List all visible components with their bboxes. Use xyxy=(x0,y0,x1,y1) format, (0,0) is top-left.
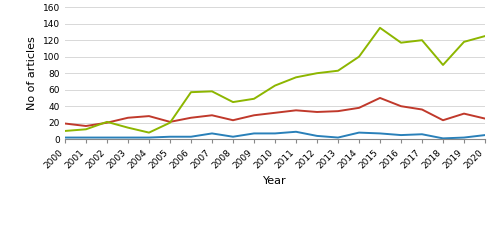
Line: Other languages: Other languages xyxy=(65,132,485,138)
Other languages xyxy=(104,136,110,139)
Line: Swedish: Swedish xyxy=(65,98,485,126)
Swedish xyxy=(167,120,173,123)
English xyxy=(146,131,152,134)
Other languages xyxy=(188,135,194,138)
English xyxy=(62,130,68,132)
Other languages xyxy=(377,132,383,135)
X-axis label: Year: Year xyxy=(263,176,287,186)
English xyxy=(314,72,320,75)
Swedish xyxy=(230,119,236,122)
Swedish xyxy=(83,125,89,127)
Swedish xyxy=(398,105,404,108)
English xyxy=(461,40,467,43)
Other languages xyxy=(356,131,362,134)
Other languages xyxy=(230,135,236,138)
English xyxy=(440,64,446,66)
English xyxy=(398,41,404,44)
Swedish xyxy=(188,116,194,119)
Swedish xyxy=(482,117,488,120)
English xyxy=(188,91,194,94)
Other languages xyxy=(62,136,68,139)
Other languages xyxy=(83,136,89,139)
Other languages xyxy=(440,137,446,140)
Swedish xyxy=(104,121,110,124)
Swedish xyxy=(293,109,299,112)
Other languages xyxy=(461,136,467,139)
Other languages xyxy=(209,132,215,135)
Other languages xyxy=(125,136,131,139)
English xyxy=(272,84,278,87)
English xyxy=(125,126,131,129)
Swedish xyxy=(461,112,467,115)
Other languages xyxy=(314,134,320,137)
English xyxy=(230,101,236,103)
English xyxy=(335,69,341,72)
Swedish xyxy=(377,96,383,99)
English xyxy=(83,128,89,131)
Other languages xyxy=(293,130,299,133)
Swedish xyxy=(272,111,278,114)
Swedish xyxy=(314,111,320,114)
English xyxy=(209,90,215,93)
Other languages xyxy=(482,134,488,137)
Swedish xyxy=(251,114,257,117)
English xyxy=(167,121,173,124)
Other languages xyxy=(146,136,152,139)
English xyxy=(419,39,425,42)
Swedish xyxy=(62,122,68,125)
Swedish xyxy=(419,108,425,111)
English xyxy=(356,55,362,58)
Other languages xyxy=(335,136,341,139)
Other languages xyxy=(272,132,278,135)
English xyxy=(251,97,257,100)
Swedish xyxy=(356,106,362,109)
English xyxy=(377,26,383,29)
English xyxy=(104,120,110,123)
Y-axis label: No of articles: No of articles xyxy=(28,36,38,110)
English xyxy=(293,76,299,79)
Other languages xyxy=(398,134,404,137)
Swedish xyxy=(146,115,152,118)
Swedish xyxy=(209,114,215,117)
Other languages xyxy=(251,132,257,135)
Swedish xyxy=(335,110,341,113)
Swedish xyxy=(440,119,446,122)
English xyxy=(482,35,488,37)
Other languages xyxy=(419,133,425,136)
Line: English: English xyxy=(65,28,485,133)
Other languages xyxy=(167,135,173,138)
Swedish xyxy=(125,116,131,119)
